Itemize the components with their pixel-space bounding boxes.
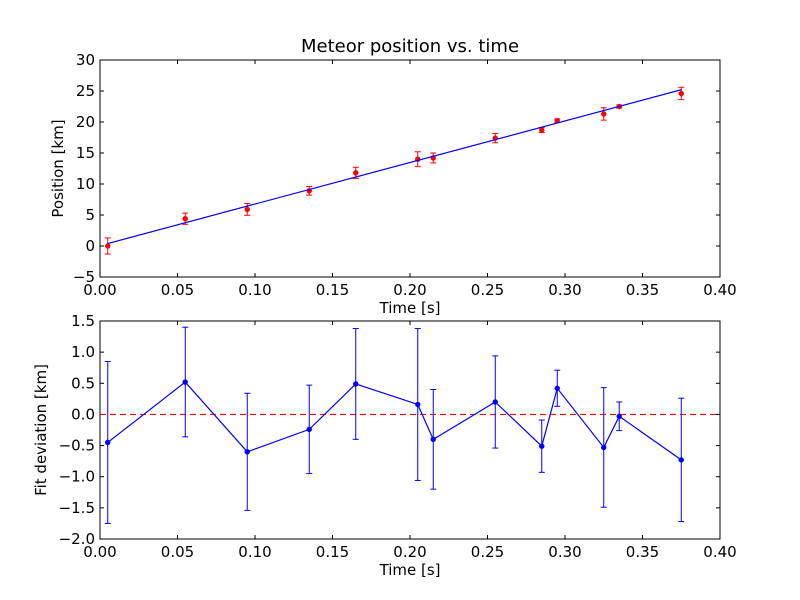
axes-frame (99, 320, 721, 540)
y-tick-label: −1.5 (59, 499, 95, 517)
data-point (601, 111, 607, 117)
x-tick-label: 0.10 (238, 543, 271, 561)
data-point (105, 243, 111, 249)
y-tick-label: 10 (76, 175, 95, 193)
x-tick-label: 0.00 (83, 543, 116, 561)
y-tick-label: 0 (85, 237, 95, 255)
x-tick-label: 0.35 (626, 543, 659, 561)
x-axis-label: Time [s] (379, 561, 441, 579)
y-tick-label: 25 (76, 82, 95, 100)
x-tick-label: 0.30 (548, 543, 581, 561)
y-tick-label: 5 (85, 206, 95, 224)
position-plot: 0.00 0.05 0.10 0.15 0.20 0.25 0.30 0.35 0.40 −5 0 5… (49, 36, 737, 317)
y-tick-label: 30 (76, 51, 95, 69)
x-tick-label: 0.25 (471, 281, 504, 299)
x-tick-label: 0.10 (238, 281, 271, 299)
data-point (415, 401, 421, 408)
data-point (244, 206, 250, 213)
data-point (678, 90, 684, 97)
data-point (353, 170, 359, 176)
y-tick-label: 0.0 (71, 405, 95, 423)
data-point (492, 399, 498, 405)
y-tick-label: −1.0 (59, 468, 95, 486)
y-tick-label: 15 (76, 144, 95, 162)
x-tick-label: 0.15 (316, 281, 349, 299)
x-tick-label: 0.00 (83, 281, 116, 299)
x-tick-label: 0.40 (703, 281, 736, 299)
data-point (554, 385, 560, 391)
y-tick-label: −5 (73, 268, 95, 286)
y-tick-label: −0.5 (59, 437, 95, 455)
data-point (430, 436, 436, 443)
data-point (616, 413, 622, 419)
x-axis-label: Time [s] (379, 299, 441, 317)
y-tick-label: −2.0 (59, 530, 95, 548)
data-point (306, 426, 312, 433)
data-point (353, 381, 359, 387)
data-point (539, 443, 545, 449)
chart-title: Meteor position vs. time (301, 36, 519, 57)
y-tick-label: 1.0 (71, 343, 95, 361)
y-tick-label: 20 (76, 113, 95, 131)
fit-line (107, 89, 682, 245)
x-tick-label: 0.25 (471, 543, 504, 561)
data-point (539, 127, 545, 133)
x-tick-label: 0.15 (316, 543, 349, 561)
data-point (182, 216, 188, 222)
x-tick-label: 0.35 (626, 281, 659, 299)
y-axis-label: Fit deviation [km] (32, 364, 50, 496)
x-tick-label: 0.05 (161, 281, 194, 299)
x-tick-label: 0.05 (161, 543, 194, 561)
y-tick-label: 1.5 (71, 312, 95, 330)
data-point (601, 444, 607, 451)
x-tick-label: 0.40 (703, 543, 736, 561)
data-point (105, 439, 111, 446)
y-axis-label: Position [km] (49, 119, 67, 217)
data-point (244, 449, 250, 455)
x-tick-label: 0.20 (393, 543, 426, 561)
data-point (678, 457, 684, 463)
y-tick-label: 0.5 (71, 374, 95, 392)
axes-frame (99, 59, 721, 278)
x-tick-label: 0.30 (548, 281, 581, 299)
deviation-plot: 0.00 0.05 0.10 0.15 0.20 0.25 0.30 0.35 0.40 −2.0… (32, 312, 737, 579)
data-point (182, 379, 188, 385)
x-tick-label: 0.20 (393, 281, 426, 299)
